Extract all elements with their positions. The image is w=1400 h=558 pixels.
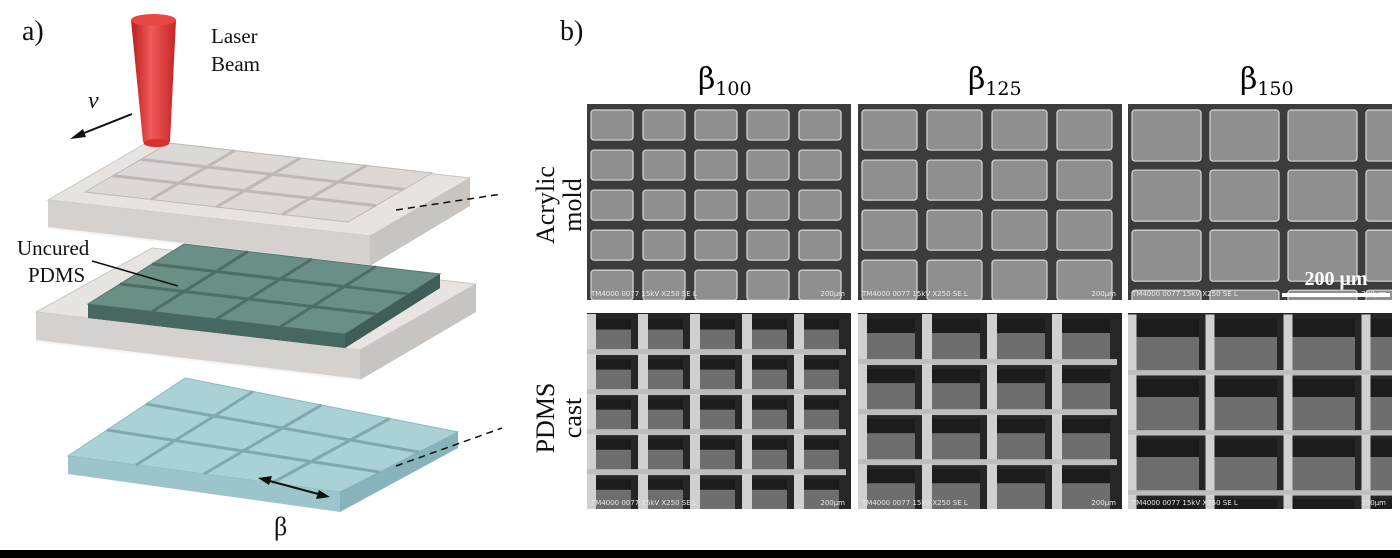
column-header-beta-100-subscript: 100 <box>715 78 752 100</box>
sem-metadata-text: TM4000 0077 15kV X250 SE L <box>591 290 697 298</box>
row-header-acrylic-mold: Acrylic mold <box>531 145 588 265</box>
sem-scale-text: 200μm <box>820 290 845 298</box>
velocity-symbol: v <box>88 88 99 114</box>
sem-pdms-cast-beta-100: TM4000 0077 15kV X250 SE L 200μm <box>587 313 851 509</box>
acrylic-mold-layer <box>46 141 472 267</box>
row-header-pdms-cast: PDMS cast <box>531 358 588 478</box>
pdms-cast-leader-line <box>395 427 503 467</box>
laser-label-line1: Laser <box>211 24 258 48</box>
mold-trench-grid <box>112 149 405 216</box>
sem-pdms-cast-beta-150: TM4000 0077 15kV X250 SE L 200μm <box>1128 313 1392 509</box>
uncured-pdms-line2: PDMS <box>28 263 86 287</box>
column-header-beta-100-symbol: β <box>698 62 716 97</box>
sem-metadata-text: TM4000 0077 15kV X250 SE L <box>862 290 968 298</box>
sem-scale-text: 200μm <box>1091 290 1116 298</box>
sem-scale-text: 200μm <box>1361 499 1386 507</box>
fabrication-schematic <box>34 14 503 512</box>
pdms-cast-layer <box>66 377 460 512</box>
panel-b-label: b) <box>560 16 584 47</box>
sem-scale-text: 200μm <box>1091 499 1116 507</box>
row-header-acrylic-line2: mold <box>558 178 587 232</box>
column-header-beta-125-symbol: β <box>968 62 986 97</box>
uncured-pdms-layer <box>34 243 478 381</box>
sem-metadata-text: TM4000 0077 15kV X250 SE L <box>862 499 968 507</box>
velocity-arrow <box>70 113 133 139</box>
row-header-pdms-line2: cast <box>558 397 587 439</box>
sem-scale-text: 200μm <box>820 499 845 507</box>
sem-acrylic-mold-beta-125: TM4000 0077 15kV X250 SE L 200μm <box>858 104 1122 300</box>
uncured-pdms-grid <box>119 250 409 328</box>
laser-beam <box>131 14 176 147</box>
sem-pdms-cast-beta-125: TM4000 0077 15kV X250 SE L 200μm <box>858 313 1122 509</box>
sem-metadata-text: TM4000 0077 15kV X250 SE L <box>1132 499 1238 507</box>
panel-a-label: a) <box>22 16 44 47</box>
column-header-beta-150-symbol: β <box>1240 62 1258 97</box>
sem-metadata-text: TM4000 0077 15kV X250 SE L <box>591 499 697 507</box>
beta-arrow <box>258 476 330 499</box>
uncured-leader-line <box>91 260 179 287</box>
laser-label-line2: Beam <box>211 52 260 76</box>
column-header-beta-125: β125 <box>968 62 1022 100</box>
scale-bar-label: 200 μm <box>1304 268 1368 290</box>
row-header-acrylic-line1: Acrylic <box>531 166 560 244</box>
column-header-beta-100: β100 <box>698 62 752 100</box>
scale-bar: 200 μm <box>1282 268 1390 297</box>
sem-metadata-text: TM4000 0077 15kV X250 SE L <box>1132 290 1238 298</box>
beta-symbol: β <box>274 512 288 541</box>
row-header-pdms-line1: PDMS <box>531 382 560 454</box>
scale-bar-line <box>1282 293 1390 297</box>
column-header-beta-150: β150 <box>1240 62 1294 100</box>
pdms-cast-grid <box>106 390 419 485</box>
acrylic-leader-line <box>395 193 503 211</box>
column-header-beta-150-subscript: 150 <box>1257 78 1294 100</box>
uncured-pdms-line1: Uncured <box>17 236 90 260</box>
column-header-beta-125-subscript: 125 <box>985 78 1022 100</box>
sem-acrylic-mold-beta-100: TM4000 0077 15kV X250 SE L 200μm <box>587 104 851 300</box>
